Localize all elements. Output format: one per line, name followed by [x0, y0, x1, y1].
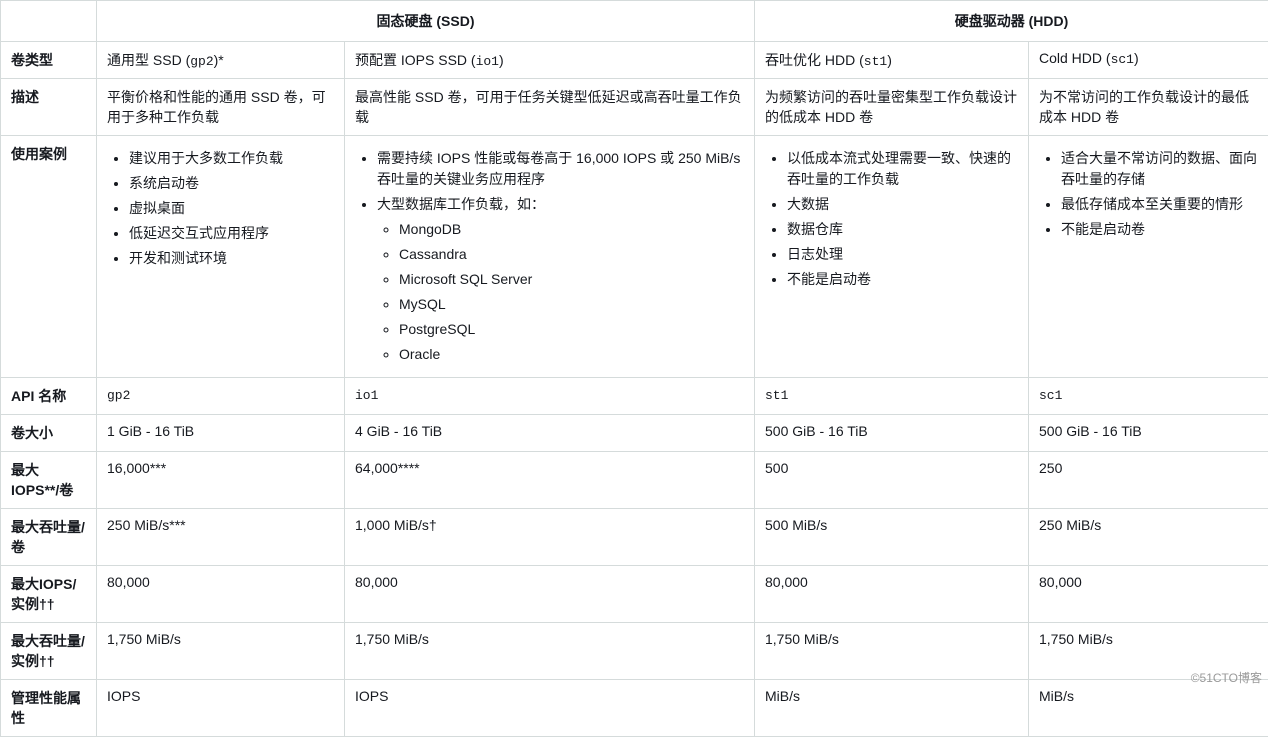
cell-perf-attr-gp2: IOPS — [97, 680, 345, 737]
label-volume-size: 卷大小 — [1, 415, 97, 452]
label-api-name: API 名称 — [1, 378, 97, 415]
list-item: 建议用于大多数工作负载 — [129, 148, 334, 169]
cell-description-io1: 最高性能 SSD 卷，可用于任务关键型低延迟或高吞吐量工作负载 — [345, 79, 755, 136]
cell-api-name-io1: io1 — [345, 378, 755, 415]
row-max-iops: 最大 IOPS**/卷 16,000*** 64,000**** 500 250 — [1, 452, 1268, 509]
list-item: 适合大量不常访问的数据、面向吞吐量的存储 — [1061, 148, 1258, 190]
cell-api-name-gp2: gp2 — [97, 378, 345, 415]
list-sc1: 适合大量不常访问的数据、面向吞吐量的存储最低存储成本至关重要的情形不能是启动卷 — [1039, 148, 1258, 240]
cell-perf-attr-io1: IOPS — [345, 680, 755, 737]
cell-volume-size-sc1: 500 GiB - 16 TiB — [1029, 415, 1268, 452]
label-volume-type: 卷类型 — [1, 42, 97, 79]
cell-max-iops-st1: 500 — [755, 452, 1029, 509]
cell-perf-attr-st1: MiB/s — [755, 680, 1029, 737]
cell-description-gp2: 平衡价格和性能的通用 SSD 卷，可用于多种工作负载 — [97, 79, 345, 136]
cell-max-throughput-sc1: 250 MiB/s — [1029, 509, 1268, 566]
ebs-volume-types-table: 固态硬盘 (SSD) 硬盘驱动器 (HDD) 卷类型 通用型 SSD (gp2)… — [0, 0, 1268, 737]
cell-volume-type-sc1: Cold HDD (sc1) — [1029, 42, 1268, 79]
list-item: Microsoft SQL Server — [399, 269, 744, 290]
label-max-iops-instance: 最大IOPS/实例†† — [1, 566, 97, 623]
cell-use-cases-st1: 以低成本流式处理需要一致、快速的吞吐量的工作负载大数据数据仓库日志处理不能是启动… — [755, 136, 1029, 378]
row-volume-size: 卷大小 1 GiB - 16 TiB 4 GiB - 16 TiB 500 Gi… — [1, 415, 1268, 452]
label-description: 描述 — [1, 79, 97, 136]
row-perf-attr: 管理性能属性 IOPS IOPS MiB/s MiB/s — [1, 680, 1268, 737]
row-max-throughput-instance: 最大吞吐量/实例†† 1,750 MiB/s 1,750 MiB/s 1,750… — [1, 623, 1268, 680]
list-item: 系统启动卷 — [129, 173, 334, 194]
list-item: 大型数据库工作负载，如： MongoDBCassandraMicrosoft S… — [377, 194, 744, 365]
cell-volume-size-io1: 4 GiB - 16 TiB — [345, 415, 755, 452]
label-use-cases: 使用案例 — [1, 136, 97, 378]
label-max-throughput: 最大吞吐量/卷 — [1, 509, 97, 566]
cell-api-name-sc1: sc1 — [1029, 378, 1268, 415]
list-item: Oracle — [399, 344, 744, 365]
cell-description-sc1: 为不常访问的工作负载设计的最低成本 HDD 卷 — [1029, 79, 1268, 136]
list-item: 大数据 — [787, 194, 1018, 215]
cell-max-throughput-instance-gp2: 1,750 MiB/s — [97, 623, 345, 680]
cell-volume-type-io1: 预配置 IOPS SSD (io1) — [345, 42, 755, 79]
row-description: 描述 平衡价格和性能的通用 SSD 卷，可用于多种工作负载 最高性能 SSD 卷… — [1, 79, 1268, 136]
cell-use-cases-sc1: 适合大量不常访问的数据、面向吞吐量的存储最低存储成本至关重要的情形不能是启动卷 — [1029, 136, 1268, 378]
cell-max-throughput-st1: 500 MiB/s — [755, 509, 1029, 566]
header-hdd: 硬盘驱动器 (HDD) — [755, 1, 1268, 42]
list-item: 数据仓库 — [787, 219, 1018, 240]
list-st1: 以低成本流式处理需要一致、快速的吞吐量的工作负载大数据数据仓库日志处理不能是启动… — [765, 148, 1018, 290]
list-item: 不能是启动卷 — [1061, 219, 1258, 240]
label-max-throughput-instance: 最大吞吐量/实例†† — [1, 623, 97, 680]
cell-max-iops-instance-st1: 80,000 — [755, 566, 1029, 623]
cell-max-throughput-io1: 1,000 MiB/s† — [345, 509, 755, 566]
list-io1-sub: MongoDB Cassandra Microsoft SQL Server MySQ… — [377, 219, 744, 365]
row-max-iops-instance: 最大IOPS/实例†† 80,000 80,000 80,000 80,000 — [1, 566, 1268, 623]
cell-max-iops-sc1: 250 — [1029, 452, 1268, 509]
cell-volume-type-gp2: 通用型 SSD (gp2)* — [97, 42, 345, 79]
header-ssd: 固态硬盘 (SSD) — [97, 1, 755, 42]
row-use-cases: 使用案例 建议用于大多数工作负载系统启动卷虚拟桌面低延迟交互式应用程序开发和测试… — [1, 136, 1268, 378]
cell-volume-size-st1: 500 GiB - 16 TiB — [755, 415, 1029, 452]
list-io1: 需要持续 IOPS 性能或每卷高于 16,000 IOPS 或 250 MiB/… — [355, 148, 744, 365]
list-item: 低延迟交互式应用程序 — [129, 223, 334, 244]
cell-max-throughput-gp2: 250 MiB/s*** — [97, 509, 345, 566]
row-max-throughput: 最大吞吐量/卷 250 MiB/s*** 1,000 MiB/s† 500 Mi… — [1, 509, 1268, 566]
header-blank — [1, 1, 97, 42]
list-item: 以低成本流式处理需要一致、快速的吞吐量的工作负载 — [787, 148, 1018, 190]
cell-perf-attr-sc1: MiB/s — [1029, 680, 1268, 737]
label-max-iops: 最大 IOPS**/卷 — [1, 452, 97, 509]
header-row: 固态硬盘 (SSD) 硬盘驱动器 (HDD) — [1, 1, 1268, 42]
cell-max-iops-io1: 64,000**** — [345, 452, 755, 509]
list-item: 日志处理 — [787, 244, 1018, 265]
cell-max-iops-instance-gp2: 80,000 — [97, 566, 345, 623]
list-gp2: 建议用于大多数工作负载系统启动卷虚拟桌面低延迟交互式应用程序开发和测试环境 — [107, 148, 334, 269]
list-item: 不能是启动卷 — [787, 269, 1018, 290]
cell-max-iops-instance-io1: 80,000 — [345, 566, 755, 623]
list-item: 需要持续 IOPS 性能或每卷高于 16,000 IOPS 或 250 MiB/… — [377, 148, 744, 190]
cell-api-name-st1: st1 — [755, 378, 1029, 415]
cell-volume-size-gp2: 1 GiB - 16 TiB — [97, 415, 345, 452]
row-api-name: API 名称 gp2 io1 st1 sc1 — [1, 378, 1268, 415]
list-item: 最低存储成本至关重要的情形 — [1061, 194, 1258, 215]
cell-use-cases-io1: 需要持续 IOPS 性能或每卷高于 16,000 IOPS 或 250 MiB/… — [345, 136, 755, 378]
list-item: 虚拟桌面 — [129, 198, 334, 219]
list-item: PostgreSQL — [399, 319, 744, 340]
list-item: MongoDB — [399, 219, 744, 240]
row-volume-type: 卷类型 通用型 SSD (gp2)* 预配置 IOPS SSD (io1) 吞吐… — [1, 42, 1268, 79]
label-perf-attr: 管理性能属性 — [1, 680, 97, 737]
cell-max-throughput-instance-io1: 1,750 MiB/s — [345, 623, 755, 680]
list-item: 开发和测试环境 — [129, 248, 334, 269]
cell-max-iops-instance-sc1: 80,000 — [1029, 566, 1268, 623]
list-item: Cassandra — [399, 244, 744, 265]
cell-max-throughput-instance-st1: 1,750 MiB/s — [755, 623, 1029, 680]
cell-max-iops-gp2: 16,000*** — [97, 452, 345, 509]
watermark: ©51CTO博客 — [1191, 669, 1262, 686]
cell-volume-type-st1: 吞吐优化 HDD (st1) — [755, 42, 1029, 79]
cell-description-st1: 为频繁访问的吞吐量密集型工作负载设计的低成本 HDD 卷 — [755, 79, 1029, 136]
cell-use-cases-gp2: 建议用于大多数工作负载系统启动卷虚拟桌面低延迟交互式应用程序开发和测试环境 — [97, 136, 345, 378]
list-item: MySQL — [399, 294, 744, 315]
